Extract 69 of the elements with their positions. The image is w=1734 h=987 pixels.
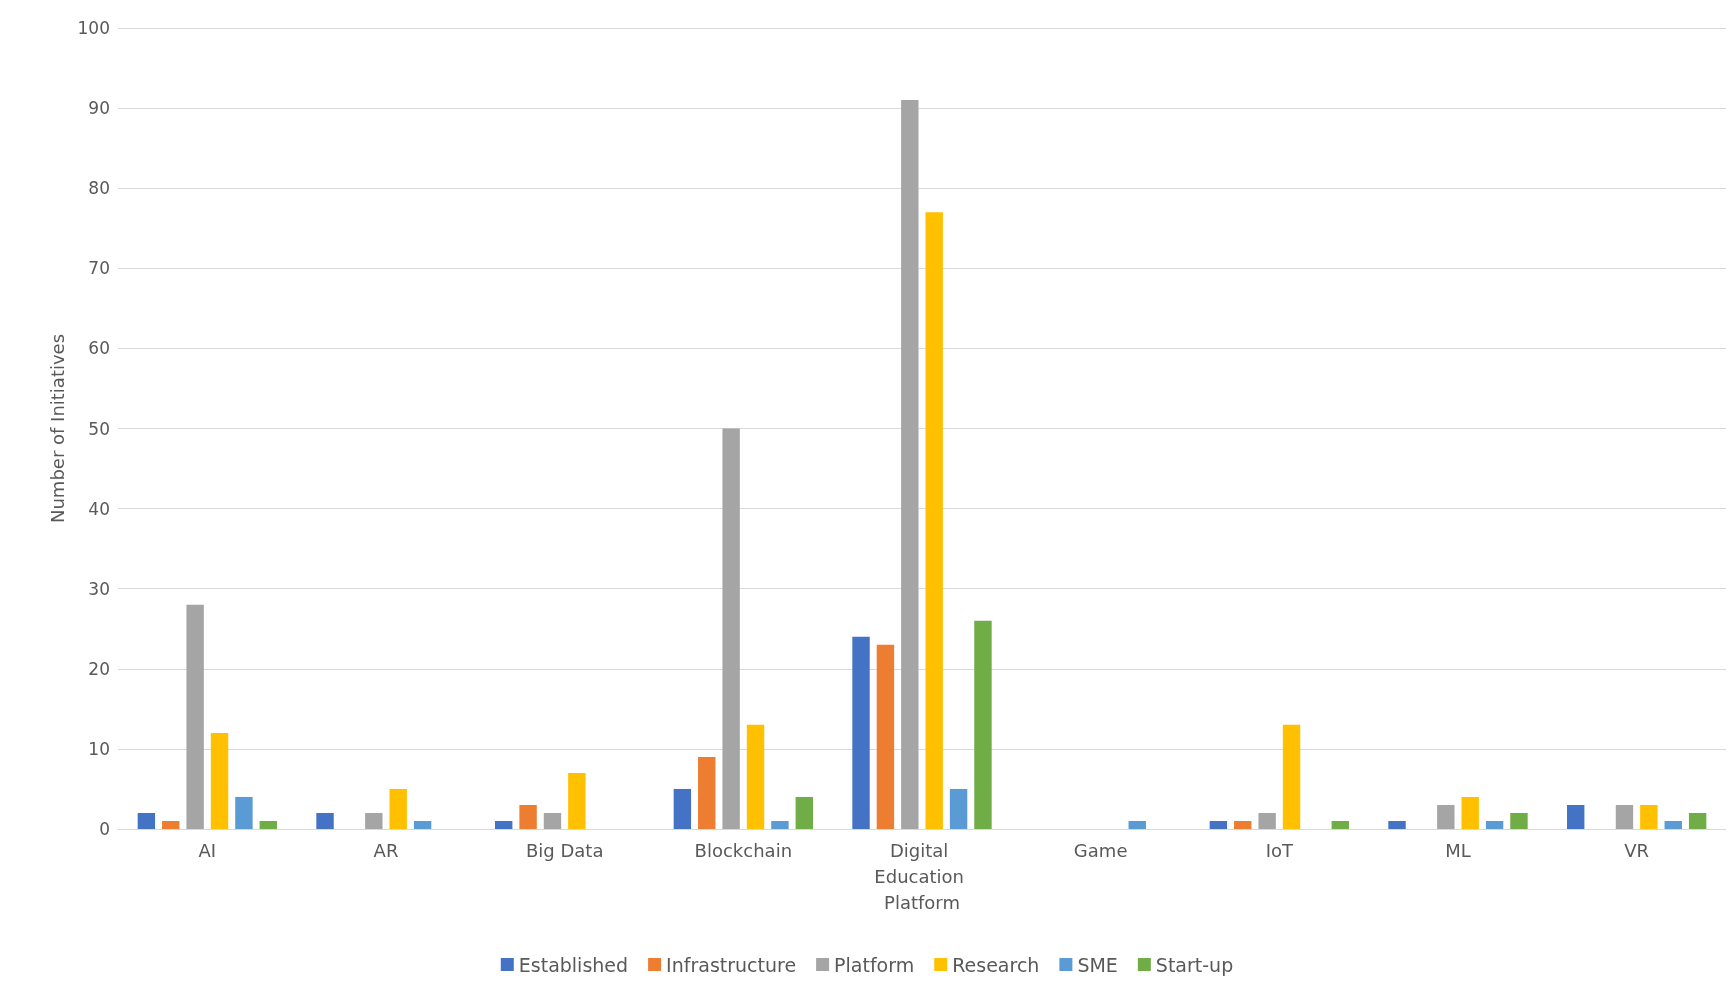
bar bbox=[162, 820, 180, 829]
bar bbox=[795, 796, 814, 829]
bar bbox=[1331, 820, 1350, 829]
y-tick-label: 100 bbox=[77, 18, 110, 38]
y-tick-label: 10 bbox=[88, 738, 110, 759]
y-tick-label: 50 bbox=[88, 418, 110, 439]
y-tick-label: 70 bbox=[88, 258, 110, 279]
bar bbox=[698, 756, 716, 829]
bar bbox=[1688, 812, 1707, 829]
x-tick-label: ML bbox=[1445, 839, 1471, 861]
legend-label: SME bbox=[1077, 953, 1118, 976]
bar bbox=[771, 820, 789, 829]
bar bbox=[876, 644, 895, 829]
bar bbox=[1485, 820, 1504, 829]
y-tick-label: 90 bbox=[88, 98, 110, 119]
bar bbox=[186, 604, 204, 829]
legend-label: Infrastructure bbox=[666, 953, 797, 976]
bar bbox=[673, 788, 692, 829]
bar bbox=[519, 804, 537, 829]
y-tick-label: 20 bbox=[88, 658, 110, 679]
bar bbox=[1664, 820, 1682, 829]
x-tick-label: AI bbox=[198, 839, 217, 861]
bar bbox=[316, 812, 334, 829]
bar bbox=[1234, 820, 1252, 829]
legend-label: Established bbox=[518, 953, 629, 976]
x-tick-label: Blockchain bbox=[694, 839, 793, 861]
bar bbox=[901, 100, 919, 829]
bar bbox=[235, 796, 253, 829]
x-tick-label: AR bbox=[373, 839, 399, 861]
x-tick-label: Digital Education Platform bbox=[874, 839, 970, 913]
bar bbox=[568, 772, 586, 829]
y-axis-title: Number of Initiatives bbox=[47, 333, 69, 524]
bar bbox=[210, 732, 229, 829]
bar bbox=[1615, 804, 1634, 829]
bar bbox=[137, 812, 156, 829]
bar bbox=[1128, 820, 1146, 829]
x-tick-label: Big Data bbox=[525, 839, 604, 861]
y-tick-label: 60 bbox=[88, 338, 110, 359]
legend-label: Start-up bbox=[1155, 953, 1234, 976]
bar bbox=[1388, 820, 1406, 829]
bar bbox=[365, 812, 383, 829]
bar bbox=[413, 820, 432, 829]
bar bbox=[1258, 812, 1276, 829]
bar bbox=[1461, 796, 1479, 829]
bar bbox=[974, 620, 992, 829]
bar bbox=[494, 820, 513, 829]
bar bbox=[1566, 804, 1585, 829]
x-tick-label: VR bbox=[1624, 839, 1650, 861]
y-tick-label: 30 bbox=[88, 578, 110, 599]
y-tick-label: 40 bbox=[88, 498, 110, 519]
y-tick-label: 80 bbox=[88, 178, 110, 199]
bar bbox=[852, 636, 870, 829]
x-tick-label: Game bbox=[1073, 839, 1128, 861]
bar bbox=[259, 820, 278, 829]
bar bbox=[543, 812, 562, 829]
bar bbox=[1209, 820, 1228, 829]
y-tick-label: 0 bbox=[99, 819, 110, 839]
bar bbox=[925, 212, 943, 829]
x-tick-label: IoT bbox=[1265, 839, 1294, 861]
bar bbox=[1282, 724, 1301, 829]
bar bbox=[746, 724, 765, 829]
bar bbox=[1437, 804, 1455, 829]
bar bbox=[1510, 812, 1528, 829]
legend-label: Platform bbox=[834, 953, 915, 976]
bar bbox=[1640, 804, 1658, 829]
bar bbox=[722, 428, 740, 829]
bar bbox=[389, 788, 407, 829]
legend-label: Research bbox=[952, 953, 1040, 976]
bar bbox=[949, 788, 968, 829]
